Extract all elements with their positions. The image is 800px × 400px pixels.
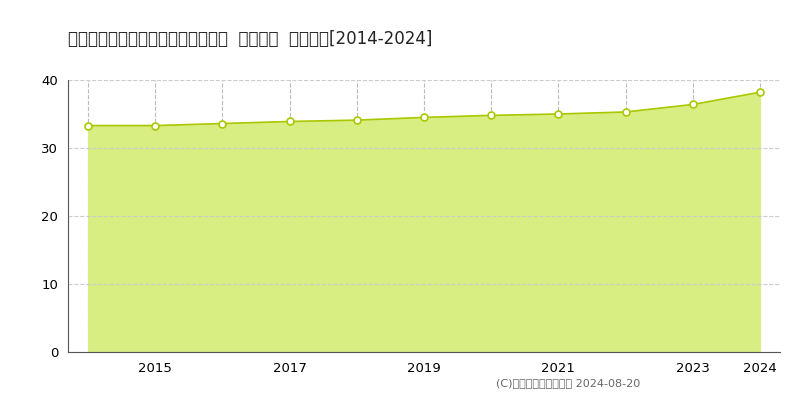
Text: 岡山県倉敷市宮前字河間２６番４外  地価公示  地価推移[2014-2024]: 岡山県倉敷市宮前字河間２６番４外 地価公示 地価推移[2014-2024] bbox=[68, 30, 432, 48]
Text: (C)土地価格ドットコム 2024-08-20: (C)土地価格ドットコム 2024-08-20 bbox=[496, 378, 640, 388]
